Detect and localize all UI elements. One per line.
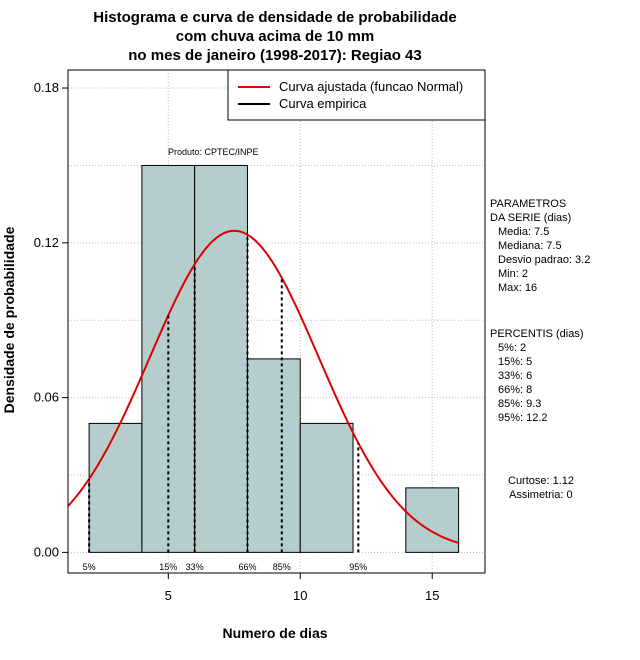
y-axis: 0.00 0.06 0.12 0.18: [34, 80, 68, 559]
y-tick-label-3: 0.18: [34, 80, 59, 95]
normal-curve-line: [67, 229, 459, 544]
parametro-item-1: Mediana: 7.5: [498, 240, 562, 252]
title-line-3: no mes de janeiro (1998-2017): Regiao 43: [128, 47, 421, 64]
percentil-item-4: 85%: 9.3: [498, 398, 541, 410]
percentis-heading: PERCENTIS (dias): [490, 328, 584, 340]
parametros-heading-1: DA SERIE (dias): [490, 212, 571, 224]
parametros-heading-0: PARAMETROS: [490, 198, 566, 210]
histogram-bars: [88, 164, 460, 553]
percentil-item-0: 5%: 2: [498, 342, 526, 354]
percentile-label-5: 95%: [349, 562, 367, 572]
x-tick-label-0: 5: [165, 588, 172, 603]
y-axis-label: Densidade de probabilidade: [1, 226, 17, 413]
percentil-item-1: 15%: 5: [498, 356, 532, 368]
legend-box: [227, 69, 486, 121]
percentile-label-3: 66%: [238, 562, 256, 572]
percentile-lines: 5% 15% 33% 66% 85% 95%: [83, 234, 367, 572]
percentil-item-5: 95%: 12.2: [498, 412, 548, 424]
parametro-item-2: Desvio padrao: 3.2: [498, 254, 590, 266]
title-line-1: Histograma e curva de densidade de proba…: [93, 9, 456, 26]
extra-stat-1: Assimetria: 0: [509, 489, 573, 501]
y-tick-label-1: 0.06: [34, 390, 59, 405]
histogram-bar-0: [88, 422, 143, 553]
x-tick-label-2: 15: [425, 588, 439, 603]
percentile-label-1: 15%: [159, 562, 177, 572]
extra-stat-0: Curtose: 1.12: [508, 475, 574, 487]
y-tick-label-0: 0.00: [34, 544, 59, 559]
statistics-panel: PARAMETROS DA SERIE (dias) Media: 7.5 Media…: [490, 198, 590, 501]
legend-label-normal: Curva ajustada (funcao Normal): [279, 79, 463, 94]
normal-curve: [67, 229, 459, 544]
percentile-label-0: 5%: [83, 562, 96, 572]
legend: Curva ajustada (funcao Normal) Curva emp…: [227, 69, 486, 121]
parametro-item-4: Max: 16: [498, 282, 537, 294]
histogram-bar-2: [194, 164, 248, 553]
chart-title: Histograma e curva de densidade de proba…: [93, 9, 456, 64]
histogram-bar-6: [405, 487, 460, 553]
y-tick-label-2: 0.12: [34, 235, 59, 250]
percentile-label-2: 33%: [186, 562, 204, 572]
title-line-2: com chuva acima de 10 mm: [176, 28, 374, 45]
histogram-bar-3: [246, 358, 301, 553]
x-axis-label: Numero de dias: [222, 625, 327, 641]
parametro-item-3: Min: 2: [498, 268, 528, 280]
legend-label-empirical: Curva empirica: [279, 96, 367, 111]
percentile-label-4: 85%: [273, 562, 291, 572]
parametro-item-0: Media: 7.5: [498, 226, 549, 238]
product-annotation: Produto: CPTEC/INPE: [168, 147, 259, 157]
x-tick-label-1: 10: [293, 588, 307, 603]
x-axis: 5 10 15: [165, 573, 439, 603]
histogram-bar-4: [299, 422, 354, 553]
percentil-item-3: 66%: 8: [498, 384, 532, 396]
percentil-item-2: 33%: 6: [498, 370, 532, 382]
